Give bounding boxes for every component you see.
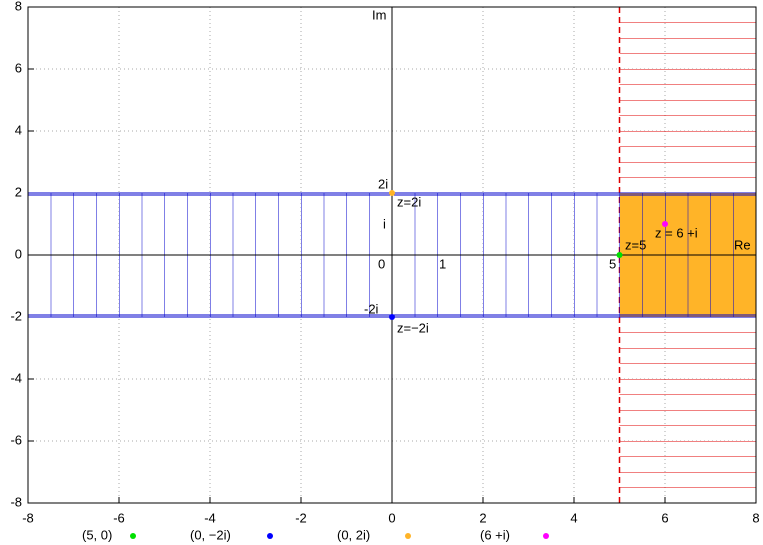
x-tick-label: -2 <box>295 510 307 525</box>
point <box>616 252 623 258</box>
x-tick-label: 6 <box>661 510 668 525</box>
annotation: Re <box>734 237 751 252</box>
y-tick-label: 8 <box>15 0 22 13</box>
legend-label: (0, −2i) <box>190 527 231 542</box>
annotation: z=5 <box>625 237 646 252</box>
y-tick-label: -8 <box>10 494 22 509</box>
annotation: 5 <box>609 256 616 271</box>
legend-label: (6 +i) <box>480 527 510 542</box>
point <box>662 221 668 227</box>
legend-marker <box>130 533 136 539</box>
legend-label: (5, 0) <box>82 527 112 542</box>
y-tick-label: -4 <box>10 370 22 385</box>
point <box>389 314 395 320</box>
x-tick-label: -6 <box>113 510 125 525</box>
y-tick-label: -6 <box>10 432 22 447</box>
plot-border <box>27 6 757 504</box>
legend-marker <box>405 533 411 539</box>
x-tick-label: -4 <box>204 510 216 525</box>
y-tick-label: 4 <box>15 122 22 137</box>
annotation: z=2i <box>397 194 421 209</box>
y-tick-label: -2 <box>10 308 22 323</box>
annotation: 1 <box>439 256 446 271</box>
annotation: 2i <box>378 176 388 191</box>
y-tick-label: 2 <box>15 184 22 199</box>
legend-marker <box>543 533 549 539</box>
y-tick-label: 6 <box>15 60 22 75</box>
annotation: 0 <box>378 256 385 271</box>
x-tick-label: 8 <box>752 510 759 525</box>
annotation: z = 6 +i <box>655 225 698 240</box>
annotation: Im <box>372 7 386 22</box>
x-tick-label: 0 <box>388 510 395 525</box>
x-tick-label: 2 <box>479 510 486 525</box>
annotation: z=−2i <box>397 320 429 335</box>
annotation: i <box>383 216 386 231</box>
x-tick-label: 4 <box>570 510 577 525</box>
legend-marker <box>267 533 273 539</box>
y-tick-label: 0 <box>15 246 22 261</box>
annotation: -2i <box>364 301 379 316</box>
legend-label: (0, 2i) <box>337 527 370 542</box>
x-tick-label: -8 <box>22 510 34 525</box>
point <box>389 190 395 196</box>
